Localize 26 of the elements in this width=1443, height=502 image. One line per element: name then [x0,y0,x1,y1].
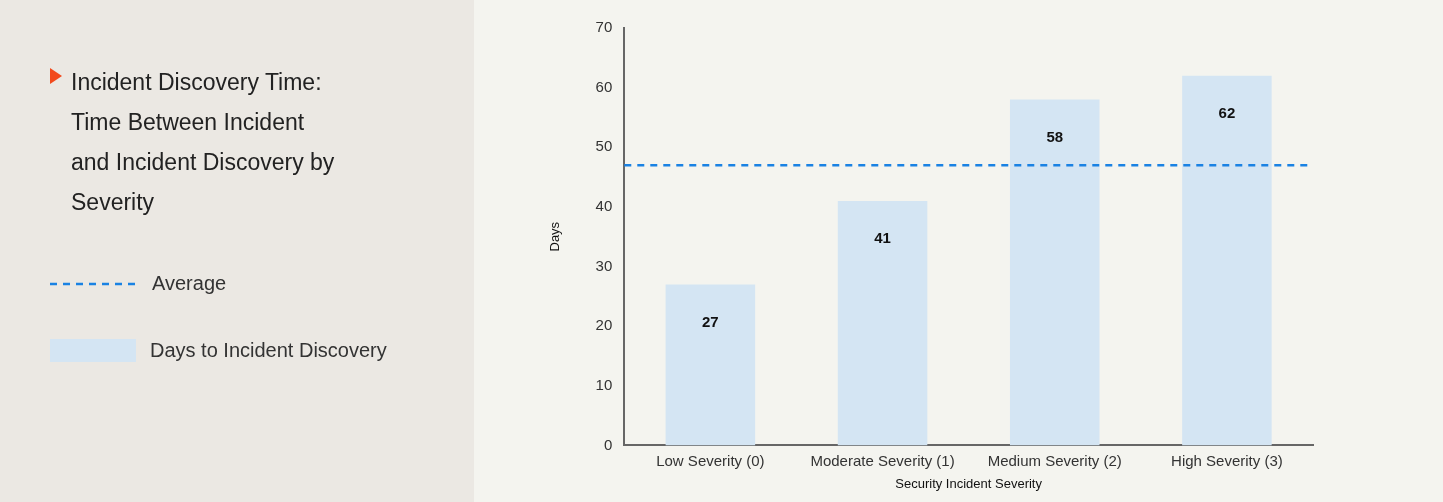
legend-label: Days to Incident Discovery [150,339,387,362]
x-tick-label: Moderate Severity (1) [810,451,955,469]
y-tick-label: 70 [595,18,613,36]
y-tick-label: 0 [603,435,613,453]
y-tick-label: 10 [595,375,613,393]
x-axis-title: Security Incident Severity [895,475,1043,491]
data-label: 58 [1046,127,1064,145]
x-tick-label: Low Severity (0) [656,451,765,469]
y-tick-label: 30 [595,256,613,274]
data-label: 41 [874,229,891,247]
bar [1009,99,1100,446]
y-tick-label: 50 [595,137,613,155]
text: Time Between Incident and Incident Discovery by Severity [71,108,336,217]
text: Incident Discovery Time: [71,68,323,97]
bar [1182,75,1272,446]
y-tick-label: 40 [595,197,613,215]
bar [837,200,928,446]
y-tick-label: 20 [595,316,613,334]
legend-label: Average [152,272,227,295]
bar [665,284,756,446]
x-tick-label: High Severity (3) [1171,451,1283,469]
data-label: 27 [702,312,719,330]
y-axis-title: Days [547,221,563,252]
y-tick-label: 60 [595,77,613,95]
x-tick-label: Medium Severity (2) [987,451,1122,469]
data-label: 62 [1218,103,1236,121]
